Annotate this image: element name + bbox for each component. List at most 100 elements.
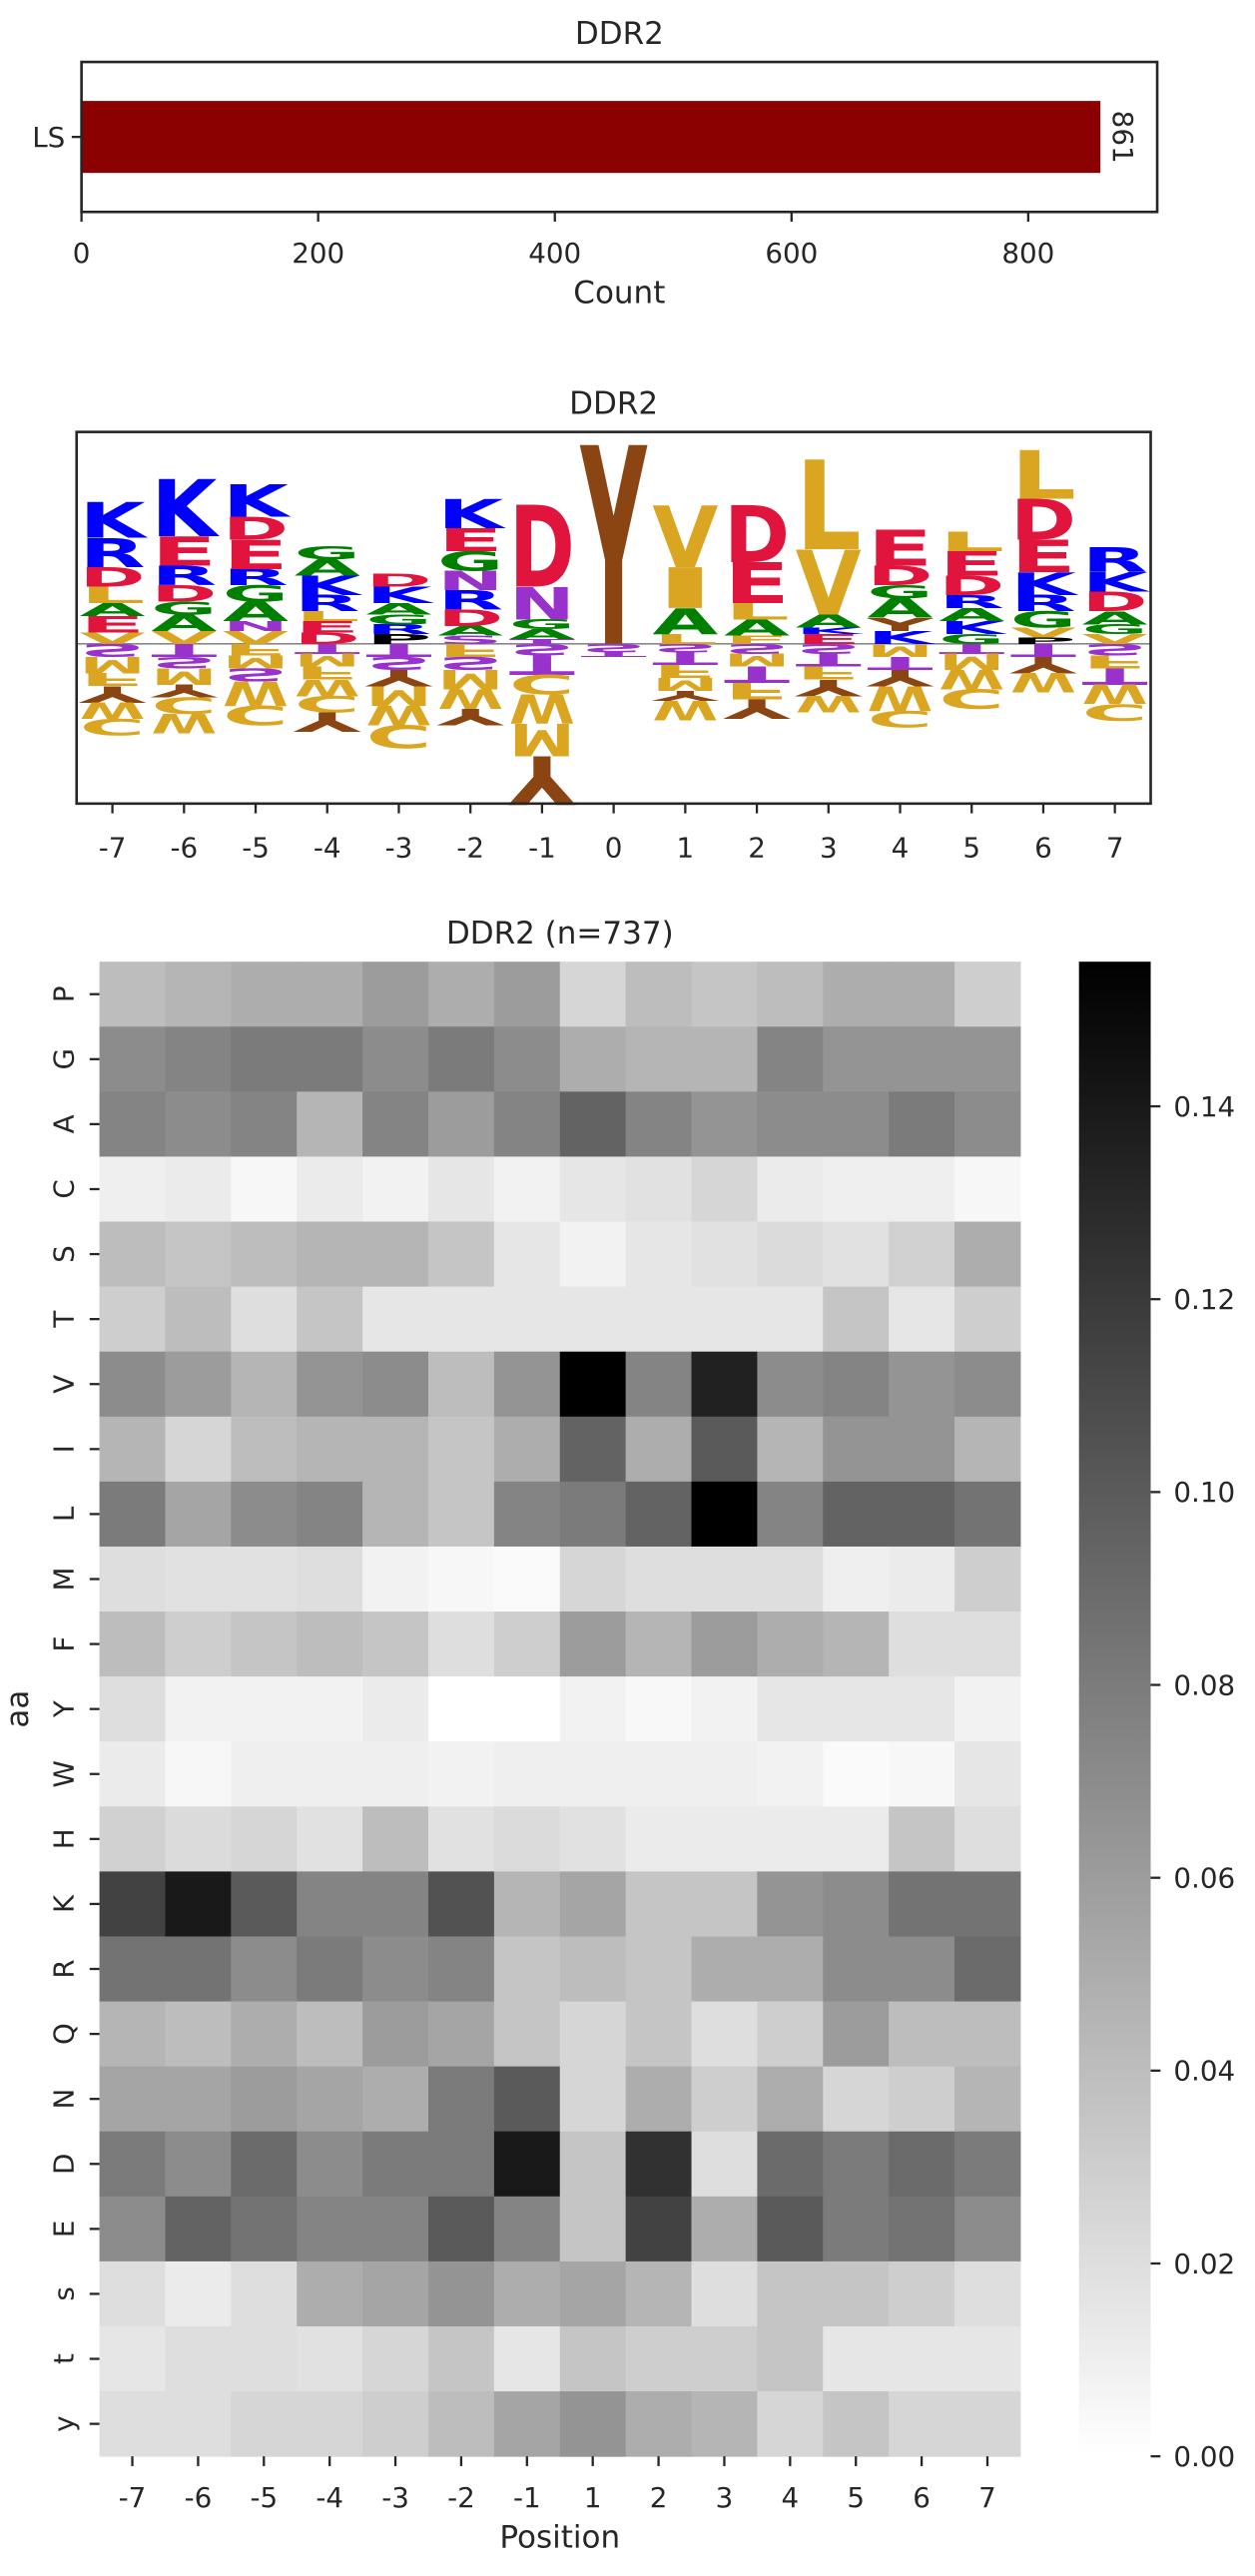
logo-letter: L: [939, 526, 1004, 557]
heatmap-cell: [493, 1416, 561, 1483]
logo-letter: S: [151, 653, 217, 671]
logo-letter: N: [223, 618, 289, 634]
logo-letter: F: [295, 662, 360, 683]
logo-letter: M: [509, 713, 575, 765]
logo-letter: V: [1082, 632, 1148, 648]
heatmap-cell: [691, 2001, 758, 2068]
x-tick-label: 5: [962, 832, 980, 865]
heatmap-cell: [99, 1871, 166, 1937]
heatmap-cell: [889, 1286, 955, 1353]
logo-letter: R: [1010, 590, 1076, 616]
logo-letter: W: [1082, 678, 1148, 709]
heatmap-cell: [297, 2196, 363, 2262]
x-tick-label: 1: [677, 832, 695, 865]
heatmap-cell: [231, 1676, 298, 1742]
logo-letter: S: [652, 641, 718, 654]
heatmap-cell: [757, 1091, 824, 1157]
heatmap-cell: [165, 2196, 232, 2262]
logo-letter: L: [295, 609, 360, 625]
y-tick-label: M: [47, 1568, 80, 1592]
chart-title: DDR2: [575, 16, 664, 52]
heatmap-cell: [954, 1156, 1021, 1223]
logo-letter: T: [868, 653, 934, 674]
logo-letter: R: [939, 591, 1004, 612]
logo-letter: Y: [579, 392, 647, 709]
heatmap-cell: [362, 1091, 429, 1157]
heatmap-cell: [99, 1546, 166, 1612]
heatmap-cell: [297, 1351, 363, 1418]
heatmap-cell: [691, 2260, 758, 2327]
heatmap-cell: [231, 1156, 298, 1223]
logo-letter: K: [437, 490, 506, 537]
heatmap-cell: [889, 1416, 955, 1483]
colorbar-tick-label: 0.04: [1173, 2055, 1235, 2088]
logo-letter: G: [1010, 607, 1076, 633]
heatmap-cell: [297, 2260, 363, 2327]
x-tick-label: -3: [381, 2481, 409, 2514]
logo-letter: K: [1082, 567, 1151, 598]
heatmap-cell: [99, 2196, 166, 2262]
heatmap-cell: [559, 2131, 627, 2198]
heatmap-cell: [493, 2131, 561, 2198]
heatmap-cell: [362, 1481, 429, 1548]
heatmap-cell: [954, 2325, 1021, 2392]
x-tick-label: 6: [913, 2481, 931, 2514]
heatmap-cell: [823, 1676, 890, 1742]
heatmap-cell: [559, 1611, 627, 1677]
logo-letter: A: [365, 600, 431, 618]
logo-letter: D: [437, 605, 503, 631]
x-tick-label: 2: [650, 2481, 668, 2514]
heatmap-cell: [427, 2001, 495, 2068]
heatmap-cell: [625, 1221, 693, 1288]
heatmap-cell: [757, 2066, 824, 2133]
heatmap-cell: [493, 2196, 561, 2262]
x-tick-label: 2: [748, 832, 766, 865]
heatmap-cell: [691, 2391, 758, 2457]
heatmap-cell: [493, 1221, 561, 1288]
logo-letter: A: [223, 596, 289, 627]
logo-letter: F: [796, 662, 862, 683]
heatmap-cell: [362, 2325, 429, 2392]
heatmap-cell: [889, 1091, 955, 1157]
logo-letter: W: [365, 700, 431, 731]
heatmap-cell: [362, 1546, 429, 1612]
logo-letter: C: [223, 700, 289, 731]
heatmap-cell: [559, 1221, 627, 1288]
logo-letter: D: [151, 581, 217, 607]
heatmap-cell: [625, 2391, 693, 2457]
heatmap-cell: [559, 2196, 627, 2262]
x-axis-label: Count: [573, 276, 665, 312]
y-tick-label: R: [47, 1959, 80, 1978]
heatmap-cell: [297, 1936, 363, 2003]
chart-title: DDR2: [569, 386, 658, 422]
x-tick-label: -1: [528, 832, 556, 865]
heatmap-cell: [625, 2325, 693, 2392]
heatmap-cell: [559, 2391, 627, 2457]
heatmap-cell: [691, 1676, 758, 1742]
logo-letter: D: [1082, 586, 1148, 617]
heatmap-cell: [231, 1806, 298, 1872]
heatmap-cell: [691, 962, 758, 1027]
logo-letter: E: [223, 531, 289, 578]
logo-letter: F: [223, 640, 289, 658]
heatmap-cell: [559, 2001, 627, 2068]
heatmap-cell: [691, 1091, 758, 1157]
heatmap-cell: [559, 962, 627, 1027]
heatmap-cell: [362, 1351, 429, 1418]
heatmap-cell: [823, 2196, 890, 2262]
x-tick-label: -1: [513, 2481, 541, 2514]
logo-letter: F: [437, 640, 503, 661]
y-tick-label: I: [47, 1445, 80, 1453]
logo-letter: S: [437, 653, 503, 674]
heatmap-cell: [165, 2066, 232, 2133]
heatmap-cell: [297, 2066, 363, 2133]
heatmap-cell: [427, 1156, 495, 1223]
heatmap-cell: [427, 1871, 495, 1937]
heatmap-cell: [427, 1481, 495, 1548]
logo-letter: R: [295, 590, 360, 616]
heatmap-cell: [889, 1611, 955, 1677]
heatmap-cell: [297, 1611, 363, 1677]
logo-letter: C: [295, 691, 360, 717]
heatmap-cell: [954, 1546, 1021, 1612]
